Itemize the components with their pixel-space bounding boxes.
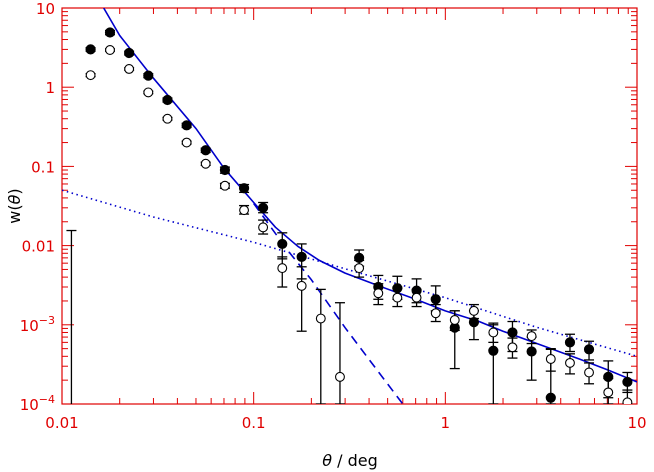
open-point bbox=[545, 354, 556, 364]
y-axis-prefix: w( bbox=[5, 204, 24, 223]
filled-point bbox=[143, 70, 154, 81]
y-tick-label: 1 bbox=[45, 79, 55, 97]
open-point bbox=[488, 327, 499, 338]
model-line-dashed bbox=[253, 203, 404, 404]
filled-point bbox=[181, 120, 192, 131]
x-tick-label: 0.01 bbox=[45, 414, 78, 432]
open-point bbox=[526, 331, 537, 342]
data-points bbox=[85, 27, 633, 404]
open-point bbox=[219, 180, 230, 191]
filled-point bbox=[124, 47, 135, 59]
filled-point bbox=[488, 345, 499, 356]
open-point bbox=[258, 222, 269, 233]
open-point bbox=[354, 263, 365, 274]
filled-point bbox=[296, 251, 307, 262]
axis-ticks bbox=[61, 7, 638, 405]
y-tick-label-exponent: −3 bbox=[39, 314, 55, 327]
filled-point bbox=[200, 145, 211, 156]
open-point bbox=[411, 292, 422, 303]
x-tick-label: 10 bbox=[627, 414, 646, 432]
filled-point bbox=[430, 294, 441, 305]
open-point bbox=[584, 367, 594, 378]
x-axis-title: θ / deg bbox=[322, 451, 378, 470]
y-tick-label: 10 bbox=[36, 0, 55, 18]
y-tick-label-base: 10 bbox=[20, 317, 39, 335]
open-point bbox=[181, 137, 192, 148]
open-point bbox=[143, 87, 154, 98]
open-point bbox=[507, 342, 518, 353]
open-point bbox=[335, 371, 345, 382]
y-tick-label-exponent: −4 bbox=[39, 393, 55, 406]
y-tick-label: 10−3 bbox=[20, 314, 55, 335]
open-point bbox=[315, 313, 326, 324]
open-point bbox=[430, 308, 441, 319]
filled-point bbox=[354, 252, 365, 263]
open-point bbox=[603, 387, 614, 398]
filled-point bbox=[603, 371, 614, 382]
filled-point bbox=[277, 238, 288, 250]
open-point bbox=[124, 63, 135, 74]
plot-frame bbox=[61, 7, 638, 405]
filled-point bbox=[162, 94, 173, 106]
open-point bbox=[162, 113, 173, 124]
filled-point bbox=[392, 283, 403, 294]
open-point bbox=[105, 45, 115, 55]
y-tick-label: 0.01 bbox=[22, 238, 55, 256]
x-axis-unit: / deg bbox=[332, 451, 378, 470]
open-point bbox=[449, 315, 460, 325]
y-axis-symbol: θ bbox=[5, 194, 24, 204]
filled-point bbox=[104, 27, 116, 38]
model-line-solid bbox=[103, 8, 637, 383]
x-tick-label: 0.1 bbox=[242, 414, 266, 432]
model-line-dotted bbox=[62, 189, 637, 358]
open-point bbox=[392, 292, 403, 303]
x-tick-label: 1 bbox=[441, 414, 451, 432]
filled-point bbox=[622, 376, 633, 388]
filled-point bbox=[507, 327, 518, 338]
filled-point bbox=[85, 44, 96, 55]
filled-point bbox=[545, 392, 556, 403]
open-point bbox=[239, 205, 250, 216]
open-point bbox=[277, 263, 288, 274]
open-point bbox=[468, 305, 479, 316]
filled-point bbox=[258, 202, 269, 213]
model-lines bbox=[62, 8, 637, 404]
open-point bbox=[373, 288, 384, 299]
open-point bbox=[85, 70, 96, 81]
filled-point bbox=[583, 344, 595, 355]
y-tick-label: 0.1 bbox=[31, 158, 55, 176]
y-tick-label: 10−4 bbox=[20, 393, 55, 414]
open-point bbox=[565, 357, 575, 368]
filled-point bbox=[526, 346, 537, 357]
y-axis-suffix: ) bbox=[5, 188, 24, 194]
y-tick-label-base: 10 bbox=[20, 396, 39, 414]
filled-point bbox=[238, 183, 250, 194]
open-point bbox=[200, 158, 211, 169]
open-point bbox=[622, 397, 633, 404]
filled-point bbox=[564, 337, 576, 348]
filled-point bbox=[219, 164, 231, 176]
filled-point bbox=[468, 317, 480, 328]
open-point bbox=[296, 280, 307, 291]
x-axis-symbol: θ bbox=[322, 451, 332, 470]
y-axis-title: w(θ) bbox=[5, 188, 24, 223]
